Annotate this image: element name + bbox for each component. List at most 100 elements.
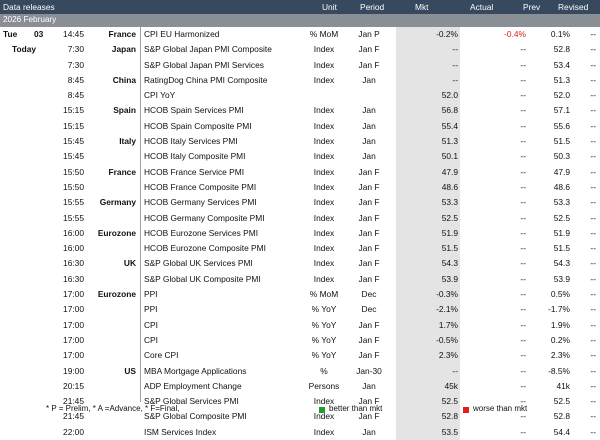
- cell-event: S&P Global Japan PMI Composite: [144, 44, 272, 55]
- table-row[interactable]: 15:15 Spain HCOB Spain Services PMI Index Ja…: [0, 103, 600, 119]
- cell-revised: --: [590, 212, 596, 223]
- cell-actual: --: [520, 181, 526, 192]
- cell-event: CPI YoY: [144, 90, 176, 101]
- cell-event: CPI: [144, 334, 158, 345]
- table-row[interactable]: 22:00 ISM Services Index Index Jan 53.5 -- 54.…: [0, 424, 600, 440]
- cell-actual: --: [520, 120, 526, 131]
- cell-prev: 0.1%: [550, 29, 570, 39]
- cell-period: Jan: [362, 105, 376, 116]
- cell-event: S&P Global Services PMI: [144, 396, 239, 407]
- cell-mkt: 1.7%: [438, 319, 458, 330]
- table-row[interactable]: 8:45 CPI YoY 52.0 -- 52.0 --: [0, 88, 600, 104]
- cell-unit: % YoY: [311, 304, 337, 315]
- col-actual[interactable]: Actual: [470, 2, 494, 12]
- cell-country: Italy: [119, 136, 136, 147]
- mkt-cell-bg: [396, 210, 460, 226]
- table-row[interactable]: 17:00 Eurozone PPI % MoM Dec -0.3% -- 0.5% --: [0, 287, 600, 303]
- legend-better: better than mkt: [329, 404, 383, 413]
- column-divider: [140, 27, 141, 402]
- mkt-cell-bg: [396, 271, 460, 288]
- cell-unit: %: [320, 365, 328, 376]
- cell-revised: --: [590, 258, 596, 269]
- table-row[interactable]: 15:45 HCOB Italy Composite PMI Index Jan 50.…: [0, 149, 600, 165]
- cell-country: [88, 149, 136, 164]
- cell-revised: --: [590, 105, 596, 116]
- cell-period: Jan: [362, 120, 376, 131]
- table-row[interactable]: 16:30 S&P Global UK Composite PMI Index Jan…: [0, 271, 600, 288]
- col-mkt[interactable]: Mkt: [415, 2, 429, 12]
- cell-time: 14:45: [63, 29, 84, 39]
- cell-period: Jan: [362, 151, 376, 162]
- cell-mkt: 47.9: [441, 166, 458, 177]
- mkt-cell-bg: [396, 378, 460, 395]
- cell-unit: % MoM: [309, 289, 339, 300]
- table-row[interactable]: 17:00 CPI % YoY Jan F -0.5% -- 0.2% --: [0, 332, 600, 349]
- cell-period: Jan F: [358, 59, 380, 70]
- cell-actual: --: [520, 426, 526, 437]
- table-row[interactable]: 16:00 Eurozone HCOB Eurozone Services PMI I…: [0, 225, 600, 242]
- cell-event: HCOB Germany Composite PMI: [144, 212, 265, 223]
- cell-period: [346, 88, 392, 103]
- cell-country: [88, 180, 136, 195]
- table-row[interactable]: 15:15 HCOB Spain Composite PMI Index Jan 55.…: [0, 118, 600, 135]
- table-row[interactable]: 15:55 HCOB Germany Composite PMI Index Jan …: [0, 210, 600, 226]
- cell-time: 15:50: [63, 181, 84, 192]
- table-row[interactable]: 17:00 PPI % YoY Dec -2.1% -- -1.7% --: [0, 302, 600, 318]
- cell-actual: --: [520, 44, 526, 55]
- cell-revised: --: [590, 166, 596, 177]
- cell-time: 16:30: [63, 273, 84, 284]
- table-row[interactable]: 17:00 CPI % YoY Jan F 1.7% -- 1.9% --: [0, 317, 600, 333]
- col-unit[interactable]: Unit: [322, 2, 337, 12]
- mkt-cell-bg: [396, 225, 460, 242]
- cell-unit: Index: [313, 151, 335, 162]
- cell-country: [88, 333, 136, 348]
- cell-unit: Index: [313, 396, 335, 407]
- cell-time: 15:50: [63, 166, 84, 177]
- cell-mkt: -0.5%: [436, 334, 458, 345]
- col-period[interactable]: Period: [360, 2, 385, 12]
- table-row[interactable]: 15:45 Italy HCOB Italy Services PMI Index Ja…: [0, 134, 600, 150]
- col-revised[interactable]: Revised: [558, 2, 589, 12]
- table-row[interactable]: 16:00 HCOB Eurozone Composite PMI Index Jan…: [0, 241, 600, 257]
- cell-event: CPI EU Harmonized: [144, 29, 220, 39]
- day-weekday: Tue: [3, 29, 18, 39]
- cell-time: 16:30: [63, 258, 84, 269]
- table-row[interactable]: 21:45 S&P Global Services PMI Index Jan F 52…: [0, 394, 600, 410]
- cell-event: S&P Global UK Services PMI: [144, 258, 253, 269]
- cell-revised: --: [590, 151, 596, 162]
- table-row[interactable]: 8:45 China RatingDog China PMI Composite In…: [0, 72, 600, 89]
- table-row[interactable]: 14:45 France CPI EU Harmonized % MoM Jan P -0…: [0, 27, 600, 43]
- cell-prev: 54.4: [553, 426, 570, 437]
- cell-country: France: [108, 29, 136, 39]
- cell-period: Dec: [361, 289, 377, 300]
- table-row[interactable]: 7:30 S&P Global Japan PMI Services Index Ja…: [0, 57, 600, 73]
- cell-period: Jan F: [358, 227, 380, 238]
- mkt-cell-bg: [396, 42, 460, 58]
- footer-note: * P = Prelim, * A =Advance, * F=Final,: [46, 404, 180, 413]
- col-prev[interactable]: Prev: [523, 2, 541, 12]
- table-row[interactable]: 17:00 Core CPI % YoY Jan F 2.3% -- 2.3% --: [0, 348, 600, 364]
- cell-country: [88, 379, 136, 394]
- cell-unit: % YoY: [311, 319, 337, 330]
- table-row[interactable]: 16:30 UK S&P Global UK Services PMI Index Ja…: [0, 256, 600, 272]
- cell-actual: --: [520, 350, 526, 361]
- cell-prev: 52.0: [553, 90, 570, 101]
- cell-mkt: 52.0: [441, 90, 458, 101]
- cell-unit: Index: [313, 258, 335, 269]
- cell-actual: --: [520, 105, 526, 116]
- table-row[interactable]: 20:15 ADP Employment Change Persons Jan 45k -…: [0, 378, 600, 395]
- table-row[interactable]: 7:30 Japan S&P Global Japan PMI Composite I…: [0, 42, 600, 58]
- header-title: Data releases: [3, 2, 55, 12]
- cell-country: [88, 348, 136, 363]
- cell-unit: [304, 88, 344, 103]
- cell-revised: --: [590, 59, 596, 70]
- cell-event: MBA Mortgage Applications: [144, 365, 247, 376]
- table-row[interactable]: 19:00 US MBA Mortgage Applications% Jan-30 -…: [0, 363, 600, 379]
- table-row[interactable]: 15:50 France HCOB France Service PMI Index J…: [0, 164, 600, 180]
- mkt-cell-bg: [396, 317, 460, 333]
- table-row[interactable]: 15:50 HCOB France Composite PMI Index Jan F…: [0, 179, 600, 196]
- cell-revised: --: [590, 44, 596, 55]
- mkt-cell-bg: [396, 348, 460, 364]
- cell-period: Jan F: [358, 44, 380, 55]
- table-row[interactable]: 15:55 Germany HCOB Germany Services PMI Ind…: [0, 195, 600, 211]
